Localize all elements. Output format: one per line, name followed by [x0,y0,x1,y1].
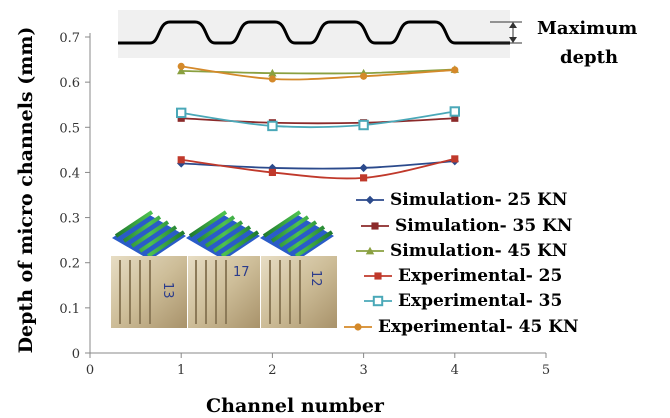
legend-label: Simulation- 35 KN [395,216,572,236]
data-point [449,106,461,117]
x-tick-label: 4 [451,363,459,378]
x-tick-label: 0 [86,363,94,378]
inset-3d-model-1 [112,210,186,260]
series-5 [176,106,461,132]
channel-profile-schematic [118,10,522,58]
series-line [181,110,455,129]
legend-label: Experimental- 35 [398,291,562,311]
x-tick-label: 2 [268,363,276,378]
annotation-depth: depth [560,47,618,68]
y-axis-title: Depth of micro channels (mm) [15,27,37,354]
x-tick-label: 5 [542,363,550,378]
y-tick-label: 0.2 [59,257,80,272]
legend-label: Experimental- 45 KN [378,317,579,337]
legend: Simulation- 25 KN Simulation- 35 KN Simula… [344,190,579,337]
series-1 [177,156,459,173]
legend-item: Experimental- 45 KN [344,317,579,337]
data-point [451,66,459,74]
inset-photo-2 [188,256,260,328]
data-point [451,114,459,122]
inset-3d-model-2 [186,210,260,260]
legend-item: Simulation- 45 KN [356,241,567,261]
inset-photo-1 [111,256,187,328]
legend-label: Simulation- 25 KN [390,190,567,210]
series-line [181,158,455,180]
data-point [177,114,185,122]
y-tick-label: 0.1 [59,302,80,317]
legend-marker [365,246,375,255]
y-tick-label: 0 [72,347,80,362]
data-point [268,68,277,77]
data-point [360,72,368,80]
series-2 [177,114,459,127]
inset-label-3: 12 [308,270,323,287]
series-6 [177,62,459,83]
inset-label-1: 13 [160,282,175,299]
x-tick-label: 1 [177,363,185,378]
x-axis-title: Channel number [206,395,385,417]
series-layer [176,62,461,182]
data-point [359,163,368,173]
data-point [360,174,368,182]
inset-models: 13 17 12 [111,210,337,328]
legend-item: Experimental- 35 [364,291,562,311]
legend-marker [371,222,379,230]
legend-marker [374,272,382,280]
y-tick-label: 0.6 [59,76,80,91]
inset-label-2: 17 [233,265,250,280]
data-point [176,107,187,119]
data-point [177,156,185,164]
series-line [181,160,455,170]
axes: 00.10.20.30.40.50.60.70 1 2 3 4 5 [59,31,550,378]
data-point [267,120,278,132]
data-point [177,62,185,70]
inset-photo-3 [261,256,337,328]
data-point [268,168,276,176]
legend-label: Simulation- 45 KN [390,241,567,261]
series-line [181,117,455,125]
annotation-maximum: Maximum [537,18,637,39]
series-line [181,65,455,81]
x-tick-label: 3 [359,363,367,378]
y-tick-label: 0.4 [59,166,80,181]
y-tick-label: 0.3 [59,212,80,227]
data-point [358,119,369,131]
legend-marker [372,295,384,307]
data-point [177,66,186,75]
inset-3d-model-3 [260,210,334,260]
legend-marker [365,195,375,205]
data-point [268,75,276,83]
legend-item: Simulation- 25 KN [356,190,567,210]
legend-item: Experimental- 25 [364,266,562,286]
legend-item: Simulation- 35 KN [361,216,572,236]
series-3 [177,65,459,77]
legend-label: Experimental- 25 [398,266,562,286]
legend-marker [354,323,362,331]
data-point [451,155,459,163]
series-4 [177,155,459,182]
y-tick-label: 0.7 [59,31,80,46]
y-tick-label: 0.5 [59,121,80,136]
